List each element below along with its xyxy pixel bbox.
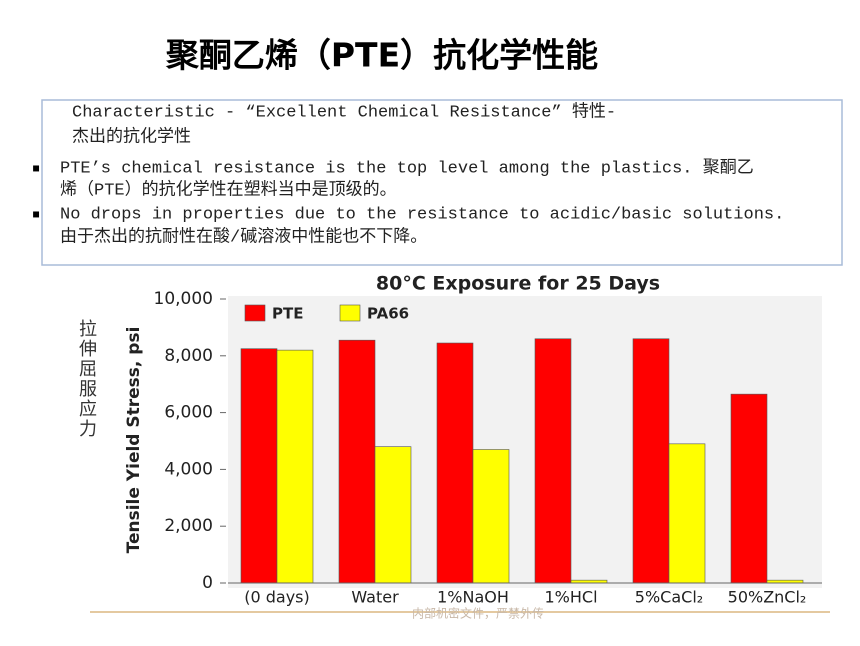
bar xyxy=(374,446,412,584)
x-tick-label: Water xyxy=(351,588,399,607)
y-tick-label: 4,000 xyxy=(164,459,213,479)
bullet: ▪ xyxy=(32,161,40,175)
bar xyxy=(276,349,314,584)
bar xyxy=(730,393,768,584)
bar xyxy=(240,348,278,584)
footer: 内部机密文件，严禁外传 xyxy=(412,606,544,621)
bullet-line: 烯（PTE）的抗化学性在塑料当中是顶级的。 xyxy=(60,179,397,200)
bar xyxy=(338,339,376,584)
x-tick-label: 5%CaCl₂ xyxy=(635,588,703,607)
y-tick-label: 6,000 xyxy=(164,403,213,423)
y-tick-label: 2,000 xyxy=(164,516,213,536)
x-tick-label: (0 days) xyxy=(244,588,310,607)
chart-title: 80°C Exposure for 25 Days xyxy=(376,273,660,295)
y-tick-label: 10,000 xyxy=(154,289,213,309)
x-tick-label: 1%NaOH xyxy=(437,588,509,607)
x-tick-label: 1%HCl xyxy=(544,588,597,607)
legend-label: PTE xyxy=(272,305,303,323)
y-axis-label: Tensile Yield Stress, psi xyxy=(124,327,144,554)
heading-line: 杰出的抗化学性 xyxy=(72,126,191,147)
legend-swatch xyxy=(244,304,266,322)
x-tick-label: 50%ZnCl₂ xyxy=(728,588,807,607)
legend-label: PA66 xyxy=(367,305,409,323)
slide-title: 聚酮乙烯（PTE）抗化学性能 xyxy=(165,36,598,75)
bullet: ▪ xyxy=(32,207,40,221)
bar xyxy=(632,338,670,584)
plot-background xyxy=(228,296,822,588)
bar xyxy=(668,443,706,584)
bar xyxy=(436,342,474,584)
y-tick-label: 8,000 xyxy=(164,346,213,366)
bar xyxy=(534,338,572,584)
bullet-line: No drops in properties due to the resist… xyxy=(60,205,784,224)
text-box xyxy=(41,99,843,266)
bar xyxy=(472,449,510,584)
y-tick-label: 0 xyxy=(202,573,213,593)
bullet-line: PTE’s chemical resistance is the top lev… xyxy=(60,158,754,178)
legend-swatch xyxy=(339,304,361,322)
bullet-line: 由于杰出的抗耐性在酸/碱溶液中性能也不下降。 xyxy=(60,226,427,247)
heading-line: Characteristic - “Excellent Chemical Res… xyxy=(72,101,616,122)
side-label: 拉伸屈服应力 xyxy=(79,319,97,440)
